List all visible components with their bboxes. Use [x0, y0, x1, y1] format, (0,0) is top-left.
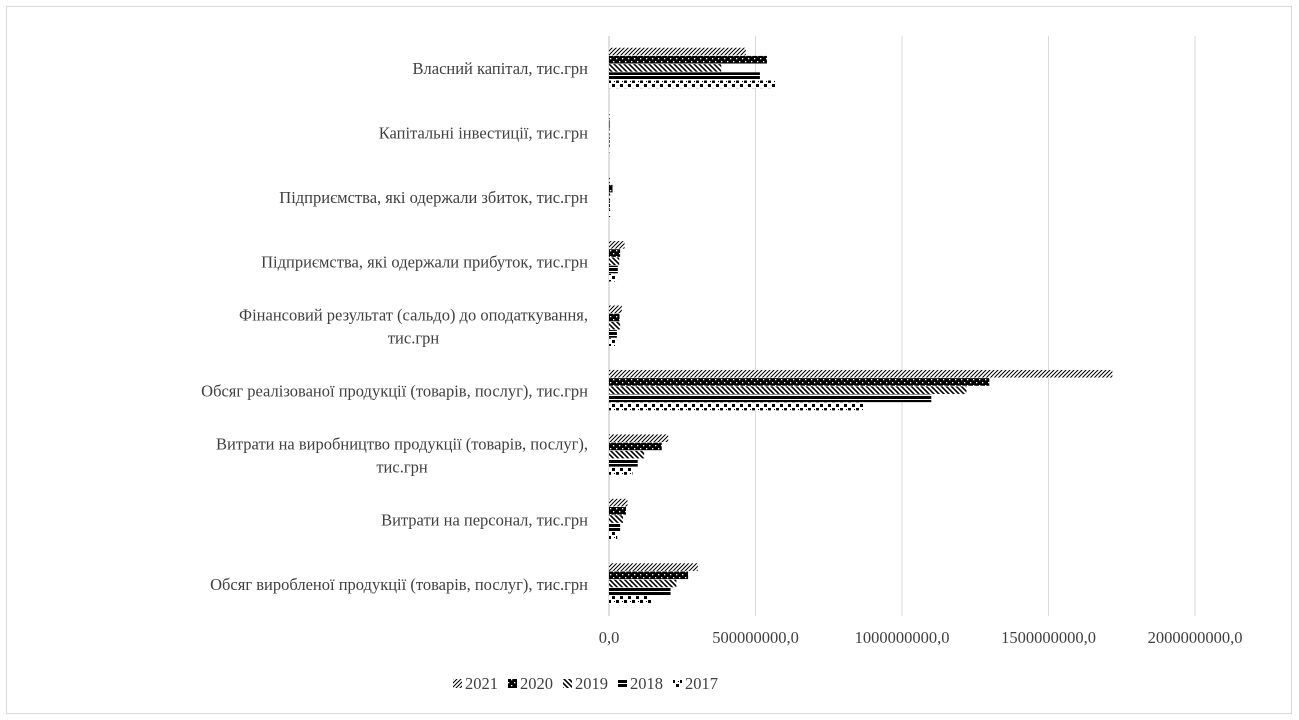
category-label: Підприємства, які одержали збиток, тис.г…: [279, 188, 588, 207]
category-label-line: Обсяг виробленої продукції (товарів, пос…: [210, 575, 588, 594]
bar-2021-2: [609, 434, 669, 442]
category-labels: Обсяг виробленої продукції (товарів, пос…: [201, 59, 588, 594]
x-tick-label: 1500000000,0: [1001, 628, 1096, 647]
bar-2021-6: [609, 176, 610, 185]
x-tick-labels: 0,0 500000000,0 1000000000,0 1500000000,0 20…: [599, 628, 1243, 647]
bar-2019-7: [609, 128, 610, 137]
bar-2017-8: [609, 80, 777, 89]
category-label: Витрати на персонал, тис.грн: [381, 510, 588, 529]
legend-item-2020: 2020: [508, 674, 553, 693]
category-label: Обсяг реалізованої продукції (товарів, п…: [201, 381, 588, 400]
category-label-line: тис.грн: [376, 457, 428, 476]
legend-label: 2020: [520, 674, 553, 693]
bar-2020-0: [609, 571, 689, 580]
category-label: Власний капітал, тис.грн: [413, 59, 589, 78]
legend-label: 2018: [630, 674, 663, 693]
legend-item-2017: 2017: [673, 674, 718, 693]
category-label-line: Обсяг реалізованої продукції (товарів, п…: [201, 381, 588, 400]
bar-2017-1: [609, 531, 618, 540]
x-tick-label: 1000000000,0: [855, 628, 950, 647]
bar-2020-2: [609, 442, 662, 451]
category-label-line: Витрати на виробництво продукції (товарі…: [216, 434, 588, 453]
bar-2021-8: [609, 47, 746, 56]
bar-2020-5: [609, 249, 621, 257]
bar-2018-7: [609, 136, 610, 145]
x-tick-label: 2000000000,0: [1148, 628, 1243, 647]
legend-swatch: [618, 679, 627, 688]
bar-2020-7: [609, 120, 610, 128]
category-label: Обсяг виробленої продукції (товарів, пос…: [210, 575, 588, 594]
category-label-line: Витрати на персонал, тис.грн: [381, 510, 588, 529]
x-tick-label: 0,0: [599, 628, 620, 647]
category-label: Капітальні інвестиції, тис.грн: [379, 124, 588, 143]
bars: [609, 47, 1113, 604]
bar-2017-6: [609, 209, 611, 218]
category-label: Фінансовий результат (сальдо) до оподатк…: [239, 306, 588, 348]
bar-2018-3: [609, 394, 932, 403]
bar-2017-4: [609, 338, 616, 346]
x-tick-label: 500000000,0: [712, 628, 799, 647]
legend-swatch: [508, 679, 517, 688]
legend-item-2021: 2021: [453, 674, 498, 693]
bar-2019-0: [609, 579, 677, 588]
bar-2020-4: [609, 313, 620, 322]
bar-2019-2: [609, 450, 645, 459]
bar-2017-3: [609, 402, 864, 411]
bar-2021-3: [609, 369, 1113, 378]
legend-item-2018: 2018: [618, 674, 663, 693]
category-label-line: Підприємства, які одержали збиток, тис.г…: [279, 188, 588, 207]
legend-label: 2019: [575, 674, 608, 693]
bar-2019-6: [609, 193, 611, 201]
chart-frame: [6, 6, 1292, 714]
bar-2021-1: [609, 498, 628, 507]
legend: 2021 2020 2019 2018 2017: [453, 674, 718, 693]
bar-2018-5: [609, 265, 618, 274]
legend-swatch: [453, 679, 462, 688]
bar-2021-5: [609, 241, 625, 249]
gridlines: [608, 36, 1196, 616]
bar-2021-4: [609, 305, 622, 314]
legend-label: 2021: [465, 674, 498, 693]
bar-2017-0: [609, 596, 652, 604]
category-label: Витрати на виробництво продукції (товарі…: [216, 434, 588, 476]
bar-2018-8: [609, 72, 760, 80]
category-label-line: Власний капітал, тис.грн: [413, 59, 589, 78]
bar-2021-0: [609, 563, 698, 571]
category-label-line: Фінансовий результат (сальдо) до оподатк…: [239, 306, 588, 325]
bar-2019-5: [609, 257, 620, 266]
bar-2021-7: [609, 112, 610, 120]
bar-2018-6: [609, 201, 610, 209]
bar-2020-1: [609, 507, 626, 515]
bar-2017-5: [609, 273, 617, 282]
category-label-line: тис.грн: [388, 329, 440, 348]
bar-2019-1: [609, 515, 624, 523]
bar-2020-3: [609, 378, 990, 386]
bar-2019-8: [609, 64, 722, 72]
bar-2020-6: [609, 184, 613, 193]
legend-label: 2017: [685, 674, 718, 693]
category-label: Підприємства, які одержали прибуток, тис…: [261, 253, 588, 272]
bar-2019-4: [609, 321, 621, 330]
category-label-line: Капітальні інвестиції, тис.грн: [379, 124, 588, 143]
bar-2018-0: [609, 587, 671, 596]
legend-swatch: [673, 679, 682, 688]
bar-2020-8: [609, 55, 767, 64]
bar-2017-7: [609, 144, 610, 153]
bar-2018-1: [609, 523, 621, 532]
bar-2019-3: [609, 386, 967, 394]
bar-2018-2: [609, 458, 638, 467]
legend-item-2019: 2019: [563, 674, 608, 693]
legend-swatch: [563, 679, 572, 688]
bar-2018-4: [609, 330, 617, 338]
category-label-line: Підприємства, які одержали прибуток, тис…: [261, 253, 588, 272]
bar-2017-2: [609, 467, 633, 475]
